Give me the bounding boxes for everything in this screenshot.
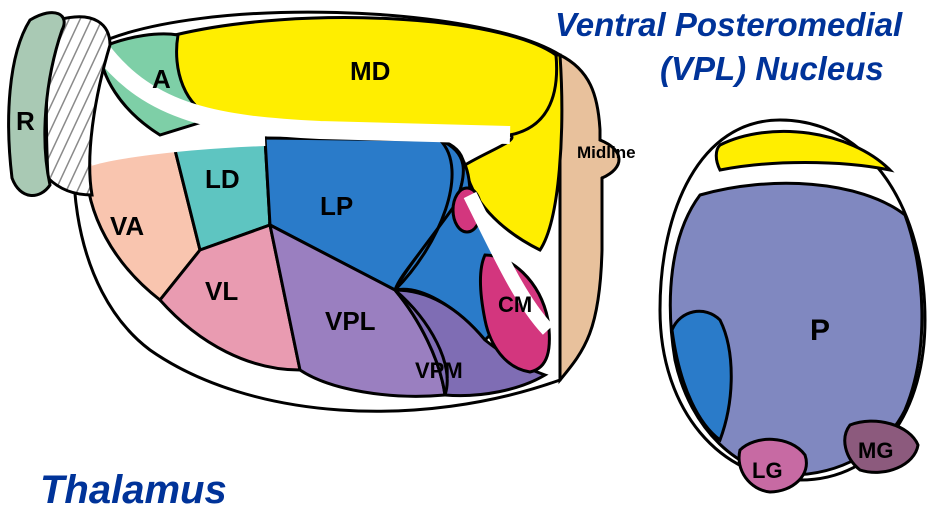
pulvinar-blue <box>672 311 731 440</box>
label-mg: MG <box>858 438 893 463</box>
label-vl: VL <box>205 276 238 306</box>
label-r: R <box>16 106 35 136</box>
label-lp: LP <box>320 191 353 221</box>
label-va: VA <box>110 211 144 241</box>
label-vpm: VPM <box>415 358 463 383</box>
title-line1: Ventral Posteromedial <box>555 6 902 44</box>
label-midline: Midline <box>577 143 636 162</box>
label-p: P <box>810 314 830 347</box>
title-line2: (VPL) Nucleus <box>660 50 884 88</box>
label-lg: LG <box>752 458 783 483</box>
label-ld: LD <box>205 164 240 194</box>
midline-band <box>560 55 615 380</box>
main-label-thalamus: Thalamus <box>40 468 227 513</box>
label-vpl: VPL <box>325 306 376 336</box>
label-a: A <box>152 64 171 94</box>
label-md: MD <box>350 56 390 86</box>
label-cm: CM <box>498 292 532 317</box>
